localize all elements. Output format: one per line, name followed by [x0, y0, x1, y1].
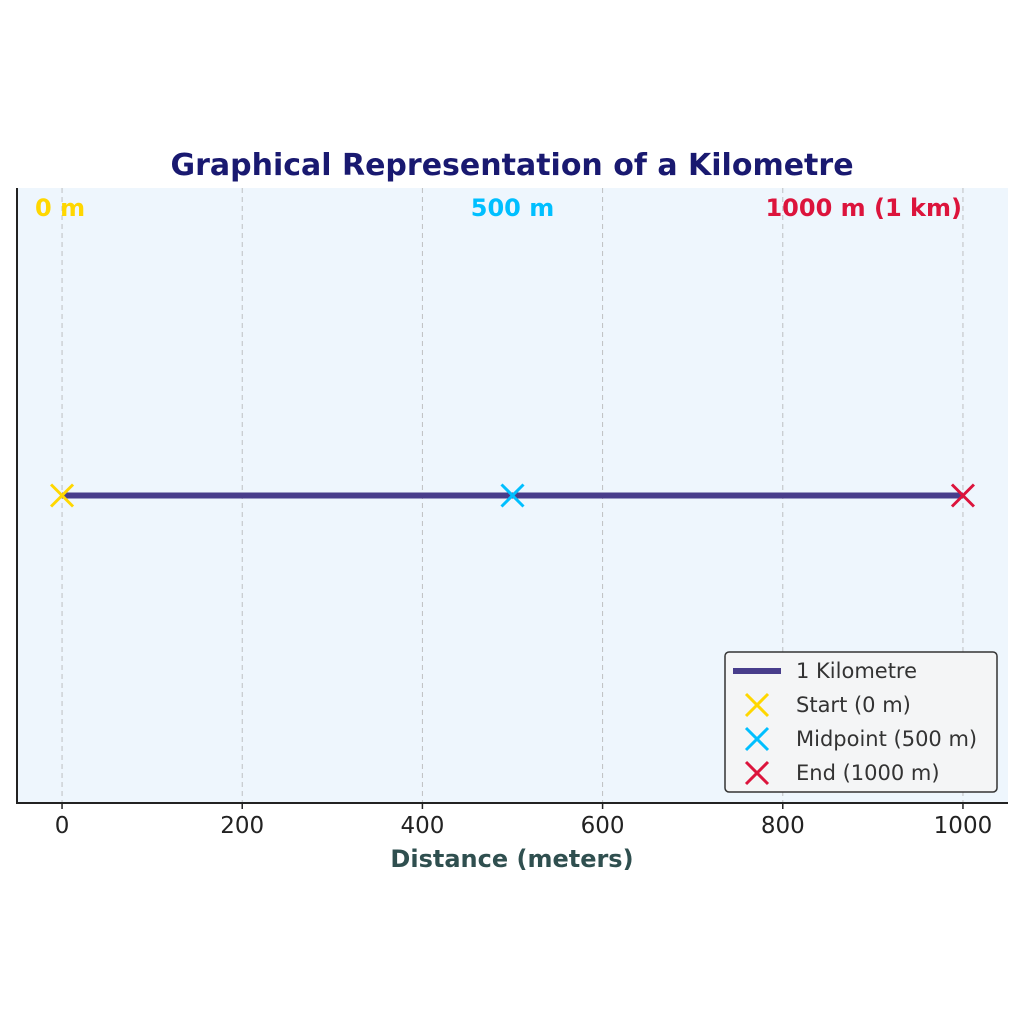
x-tick-label: 600: [581, 813, 625, 839]
legend-label: End (1000 m): [796, 761, 940, 785]
x-ticks: 0 200 400 600 800 1000: [55, 803, 993, 839]
marker-point: [500, 483, 525, 508]
x-axis-label: Distance (meters): [390, 845, 633, 873]
x-tick-label: 400: [400, 813, 444, 839]
x-tick-label: 800: [761, 813, 805, 839]
series-layer: [49, 483, 976, 508]
legend-label: Start (0 m): [796, 693, 911, 717]
legend-marker-swatch: [744, 760, 770, 786]
axes: [16, 188, 1008, 804]
legend-marker-swatch: [744, 692, 770, 718]
annotation-label: 1000 m (1 km): [765, 194, 961, 222]
x-tick-label: 200: [220, 813, 264, 839]
legend-box: [724, 651, 998, 793]
x-tick-label: 1000: [934, 813, 993, 839]
legend-marker-swatch: [744, 726, 770, 752]
legend-item: 1 Kilometre: [733, 659, 917, 683]
legend-item: Midpoint (500 m): [744, 726, 977, 752]
legend-label: 1 Kilometre: [796, 659, 917, 683]
marker-point: [950, 483, 976, 508]
annotation-label: 500 m: [471, 194, 554, 222]
annotations: 0 m 500 m 1000 m (1 km): [35, 194, 962, 222]
marker-point: [49, 483, 75, 508]
chart-title: Graphical Representation of a Kilometre: [170, 148, 853, 183]
x-tick-label: 0: [55, 813, 70, 839]
legend-item: Start (0 m): [744, 692, 911, 718]
legend-item: End (1000 m): [744, 760, 940, 786]
legend-label: Midpoint (500 m): [796, 727, 977, 751]
legend: 1 Kilometre Start (0 m) Midpoint (500 m) En…: [724, 651, 998, 793]
annotation-label: 0 m: [35, 194, 85, 222]
